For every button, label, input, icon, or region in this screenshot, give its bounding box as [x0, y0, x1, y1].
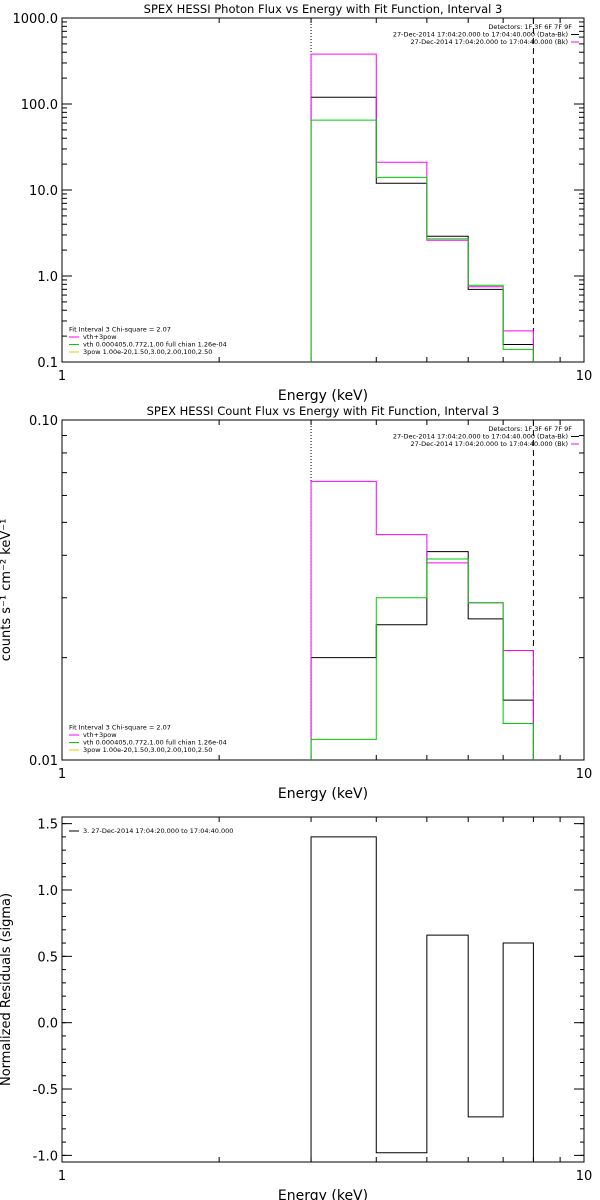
- legend-entry: 3pow 1.00e-20,1.50,3.00,2.00,100,2.50: [83, 746, 212, 754]
- histogram-series-2: [310, 480, 534, 760]
- chart-title: SPEX HESSI Photon Flux vs Energy with Fi…: [144, 2, 503, 16]
- x-axis-label: Energy (keV): [278, 1188, 368, 1200]
- y-tick-label: 0.1: [37, 356, 58, 371]
- x-tick-label: 10: [576, 369, 593, 384]
- chart-title: SPEX HESSI Count Flux vs Energy with Fit…: [147, 404, 500, 418]
- plot-frame: [61, 17, 585, 363]
- plot-frame: [61, 816, 585, 1163]
- x-axis-label: Energy (keV): [278, 388, 368, 404]
- y-tick-label: -1.0: [33, 1149, 58, 1164]
- y-tick-label: 1.0: [37, 884, 58, 899]
- y-tick-label: -0.5: [33, 1083, 58, 1098]
- y-tick-label: 1000.0: [13, 12, 59, 27]
- x-tick-label: 1: [58, 1169, 66, 1184]
- x-tick-label: 1: [58, 767, 66, 782]
- detectors-label: Detectors: 1F 3F 6F 7F 9F: [488, 425, 572, 433]
- legend-entry: 3pow 1.00e-20,1.50,3.00,2.00,100,2.50: [83, 348, 212, 356]
- histogram-series-1: [310, 836, 534, 1162]
- y-tick-label: 0.01: [29, 754, 58, 769]
- y-tick-label: 1.5: [37, 818, 58, 833]
- detectors-label: Detectors: 1F 3F 6F 7F 9F: [488, 23, 572, 31]
- histogram-series-1: [310, 551, 534, 760]
- chart-panel-1: 1 10 0.1 1.0 10.0 100.0 1000.0 SPEX HESSI Photo…: [13, 2, 593, 404]
- plot-frame: [61, 419, 585, 761]
- legend-entry: vth 0.000405,0.772,1.00 full chian 1.26e…: [83, 341, 227, 349]
- histogram-series-2: [310, 53, 534, 362]
- histogram-series-1: [310, 96, 534, 362]
- time-interval-label: 27-Dec-2014 17:04:20.000 to 17:04:40.000…: [393, 31, 568, 39]
- y-tick-label: 100.0: [21, 98, 58, 113]
- fit-legend-header: Fit Interval 3 Chi-square = 2.07: [69, 724, 171, 732]
- histogram-series-3: [310, 119, 534, 362]
- y-tick-label: 0.10: [29, 414, 58, 429]
- legend-entry: vth+3pow: [83, 731, 117, 739]
- y-axis-label: counts s⁻¹ cm⁻² keV⁻¹: [0, 519, 14, 662]
- legend-entry: vth 0.000405,0.772,1.00 full chian 1.26e…: [83, 739, 227, 747]
- y-axis-label: Normalized Residuals (sigma): [0, 893, 14, 1086]
- chart-panel-2: 1 10 0.01 0.10 SPEX HESSI Count Flux vs Ener…: [0, 404, 592, 802]
- y-tick-label: 0.5: [37, 950, 58, 965]
- legend-entry: vth+3pow: [83, 333, 117, 341]
- chart-panel-3: 1 10 -1.0 -0.5 0.0 0.5 1.0 1.5 Energy (keV) Norma…: [0, 816, 593, 1200]
- fit-legend-header: Fit Interval 3 Chi-square = 2.07: [69, 326, 171, 334]
- time-interval-label: 27-Dec-2014 17:04:20.000 to 17:04:40.000…: [393, 433, 568, 441]
- x-tick-label: 10: [576, 1169, 593, 1184]
- legend-entry: 3. 27-Dec-2014 17:04:20.000 to 17:04:40.…: [83, 827, 233, 835]
- x-axis-label: Energy (keV): [278, 786, 368, 802]
- y-tick-label: 10.0: [29, 184, 58, 199]
- histogram-series-3: [310, 558, 534, 760]
- x-tick-label: 10: [576, 767, 593, 782]
- time-interval-label: 27-Dec-2014 17:04:20.000 to 17:04:40.000…: [411, 38, 569, 46]
- time-interval-label: 27-Dec-2014 17:04:20.000 to 17:04:40.000…: [411, 440, 569, 448]
- y-tick-label: 0.0: [37, 1017, 58, 1032]
- y-tick-label: 1.0: [37, 270, 58, 285]
- x-tick-label: 1: [58, 369, 66, 384]
